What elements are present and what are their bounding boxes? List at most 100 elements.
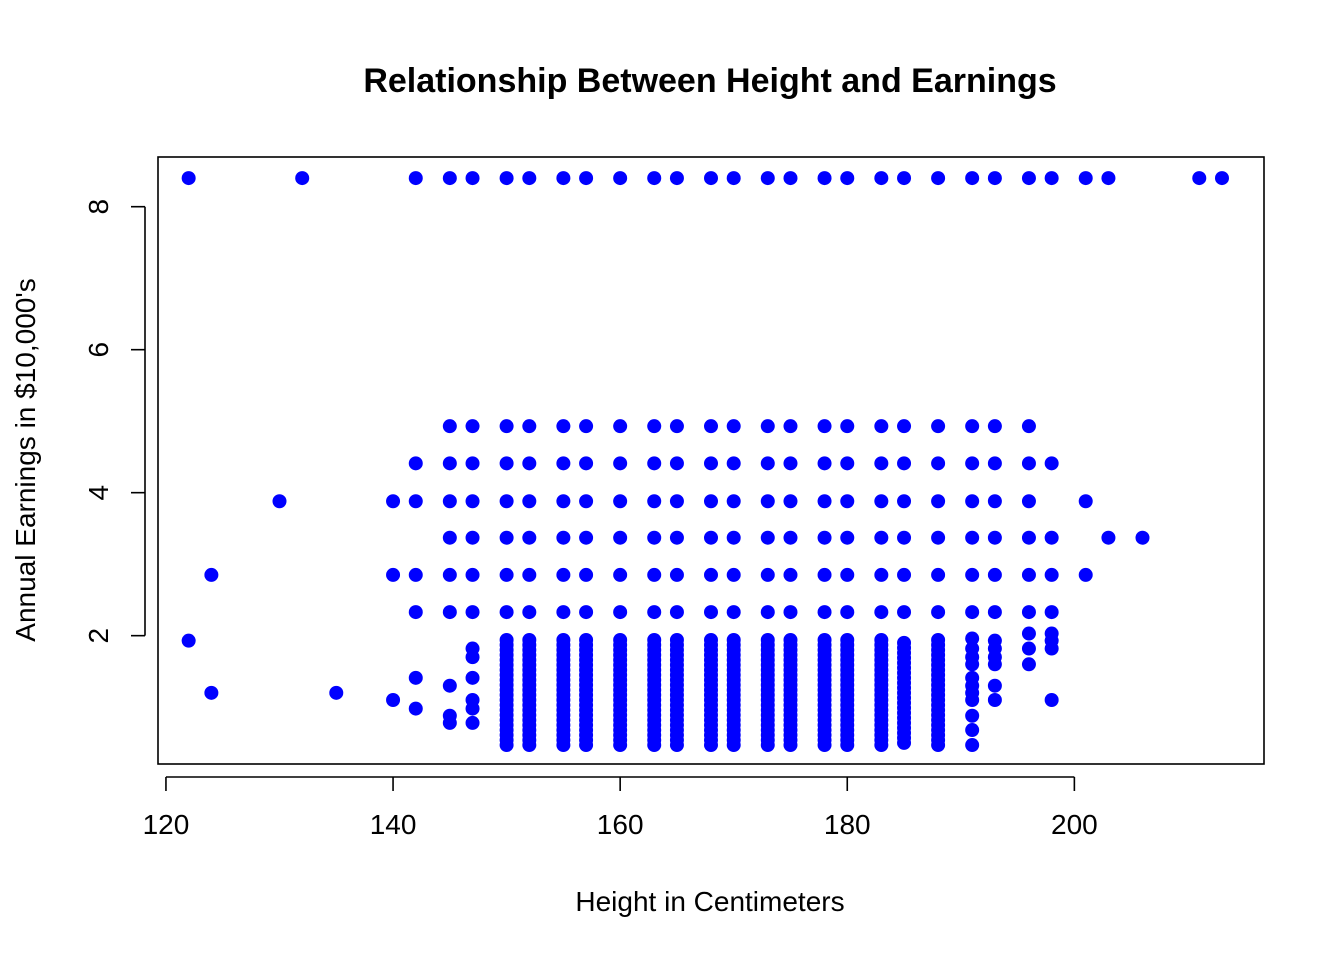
data-point bbox=[442, 419, 457, 434]
data-point bbox=[987, 494, 1002, 509]
data-point bbox=[408, 171, 423, 186]
data-point bbox=[817, 567, 832, 582]
data-point bbox=[408, 456, 423, 471]
data-point bbox=[579, 456, 594, 471]
data-point bbox=[669, 530, 684, 545]
data-point bbox=[1021, 494, 1036, 509]
data-point bbox=[613, 494, 628, 509]
data-point bbox=[760, 632, 775, 647]
data-point bbox=[647, 632, 662, 647]
data-point bbox=[647, 530, 662, 545]
data-point bbox=[556, 530, 571, 545]
data-point bbox=[1101, 171, 1116, 186]
data-point bbox=[442, 567, 457, 582]
data-point bbox=[760, 530, 775, 545]
data-point bbox=[987, 657, 1002, 672]
data-point bbox=[522, 494, 537, 509]
data-point bbox=[704, 456, 718, 471]
data-point bbox=[783, 632, 798, 647]
data-point bbox=[840, 419, 855, 434]
data-point bbox=[897, 567, 912, 582]
data-point bbox=[726, 171, 741, 186]
data-point bbox=[499, 456, 514, 471]
data-point bbox=[726, 632, 741, 647]
data-point bbox=[1135, 530, 1150, 545]
plot-frame bbox=[157, 156, 1265, 765]
data-point bbox=[408, 605, 423, 620]
data-point bbox=[965, 723, 980, 738]
data-point bbox=[522, 456, 537, 471]
data-point bbox=[579, 567, 594, 582]
data-point bbox=[408, 567, 423, 582]
data-point bbox=[965, 693, 980, 708]
data-point bbox=[726, 419, 741, 434]
data-point bbox=[522, 567, 537, 582]
data-point bbox=[726, 605, 741, 620]
data-point bbox=[965, 605, 980, 620]
data-point bbox=[965, 494, 980, 509]
data-point bbox=[329, 685, 344, 700]
data-point bbox=[965, 631, 980, 646]
data-point bbox=[817, 494, 832, 509]
data-point bbox=[669, 605, 684, 620]
data-point bbox=[1021, 530, 1036, 545]
data-point bbox=[987, 456, 1002, 471]
data-point bbox=[897, 494, 912, 509]
data-point bbox=[965, 708, 980, 723]
data-point bbox=[987, 567, 1002, 582]
data-point bbox=[874, 494, 889, 509]
data-point bbox=[499, 494, 514, 509]
data-point bbox=[874, 632, 889, 647]
data-point bbox=[1044, 567, 1059, 582]
data-point bbox=[704, 419, 718, 434]
data-point bbox=[613, 632, 628, 647]
data-point bbox=[465, 650, 480, 665]
data-point bbox=[726, 456, 741, 471]
data-point bbox=[931, 456, 946, 471]
data-point bbox=[840, 605, 855, 620]
data-point bbox=[408, 670, 423, 685]
data-point bbox=[579, 494, 594, 509]
data-point bbox=[669, 567, 684, 582]
data-point bbox=[1021, 605, 1036, 620]
data-point bbox=[272, 494, 287, 509]
data-point bbox=[465, 715, 480, 730]
x-tick-label: 200 bbox=[1051, 809, 1098, 840]
x-tick-label: 160 bbox=[597, 809, 644, 840]
data-point bbox=[760, 605, 775, 620]
data-point bbox=[1214, 171, 1229, 186]
data-point bbox=[465, 605, 480, 620]
data-point bbox=[726, 494, 741, 509]
data-point bbox=[760, 419, 775, 434]
data-point bbox=[499, 419, 514, 434]
data-point bbox=[579, 605, 594, 620]
data-point bbox=[1021, 657, 1036, 672]
data-point bbox=[931, 530, 946, 545]
data-point bbox=[897, 635, 912, 650]
data-point bbox=[1101, 530, 1116, 545]
data-point bbox=[874, 171, 889, 186]
data-point bbox=[874, 419, 889, 434]
data-point bbox=[556, 632, 571, 647]
data-point bbox=[987, 605, 1002, 620]
data-point bbox=[522, 530, 537, 545]
data-point bbox=[1021, 641, 1036, 656]
data-point bbox=[817, 530, 832, 545]
data-point bbox=[726, 567, 741, 582]
x-tick-label: 140 bbox=[370, 809, 417, 840]
data-point bbox=[522, 171, 537, 186]
data-point bbox=[783, 494, 798, 509]
data-point bbox=[499, 632, 514, 647]
data-point bbox=[1021, 419, 1036, 434]
data-point bbox=[499, 567, 514, 582]
data-point bbox=[442, 530, 457, 545]
y-tick-label: 4 bbox=[83, 485, 114, 501]
data-point bbox=[760, 567, 775, 582]
x-axis: 120 140 160 180 200 bbox=[143, 776, 1098, 840]
data-point bbox=[669, 456, 684, 471]
data-point bbox=[181, 633, 196, 648]
data-point bbox=[556, 605, 571, 620]
data-point bbox=[1078, 494, 1093, 509]
data-point bbox=[817, 171, 832, 186]
y-tick-label: 8 bbox=[83, 199, 114, 215]
